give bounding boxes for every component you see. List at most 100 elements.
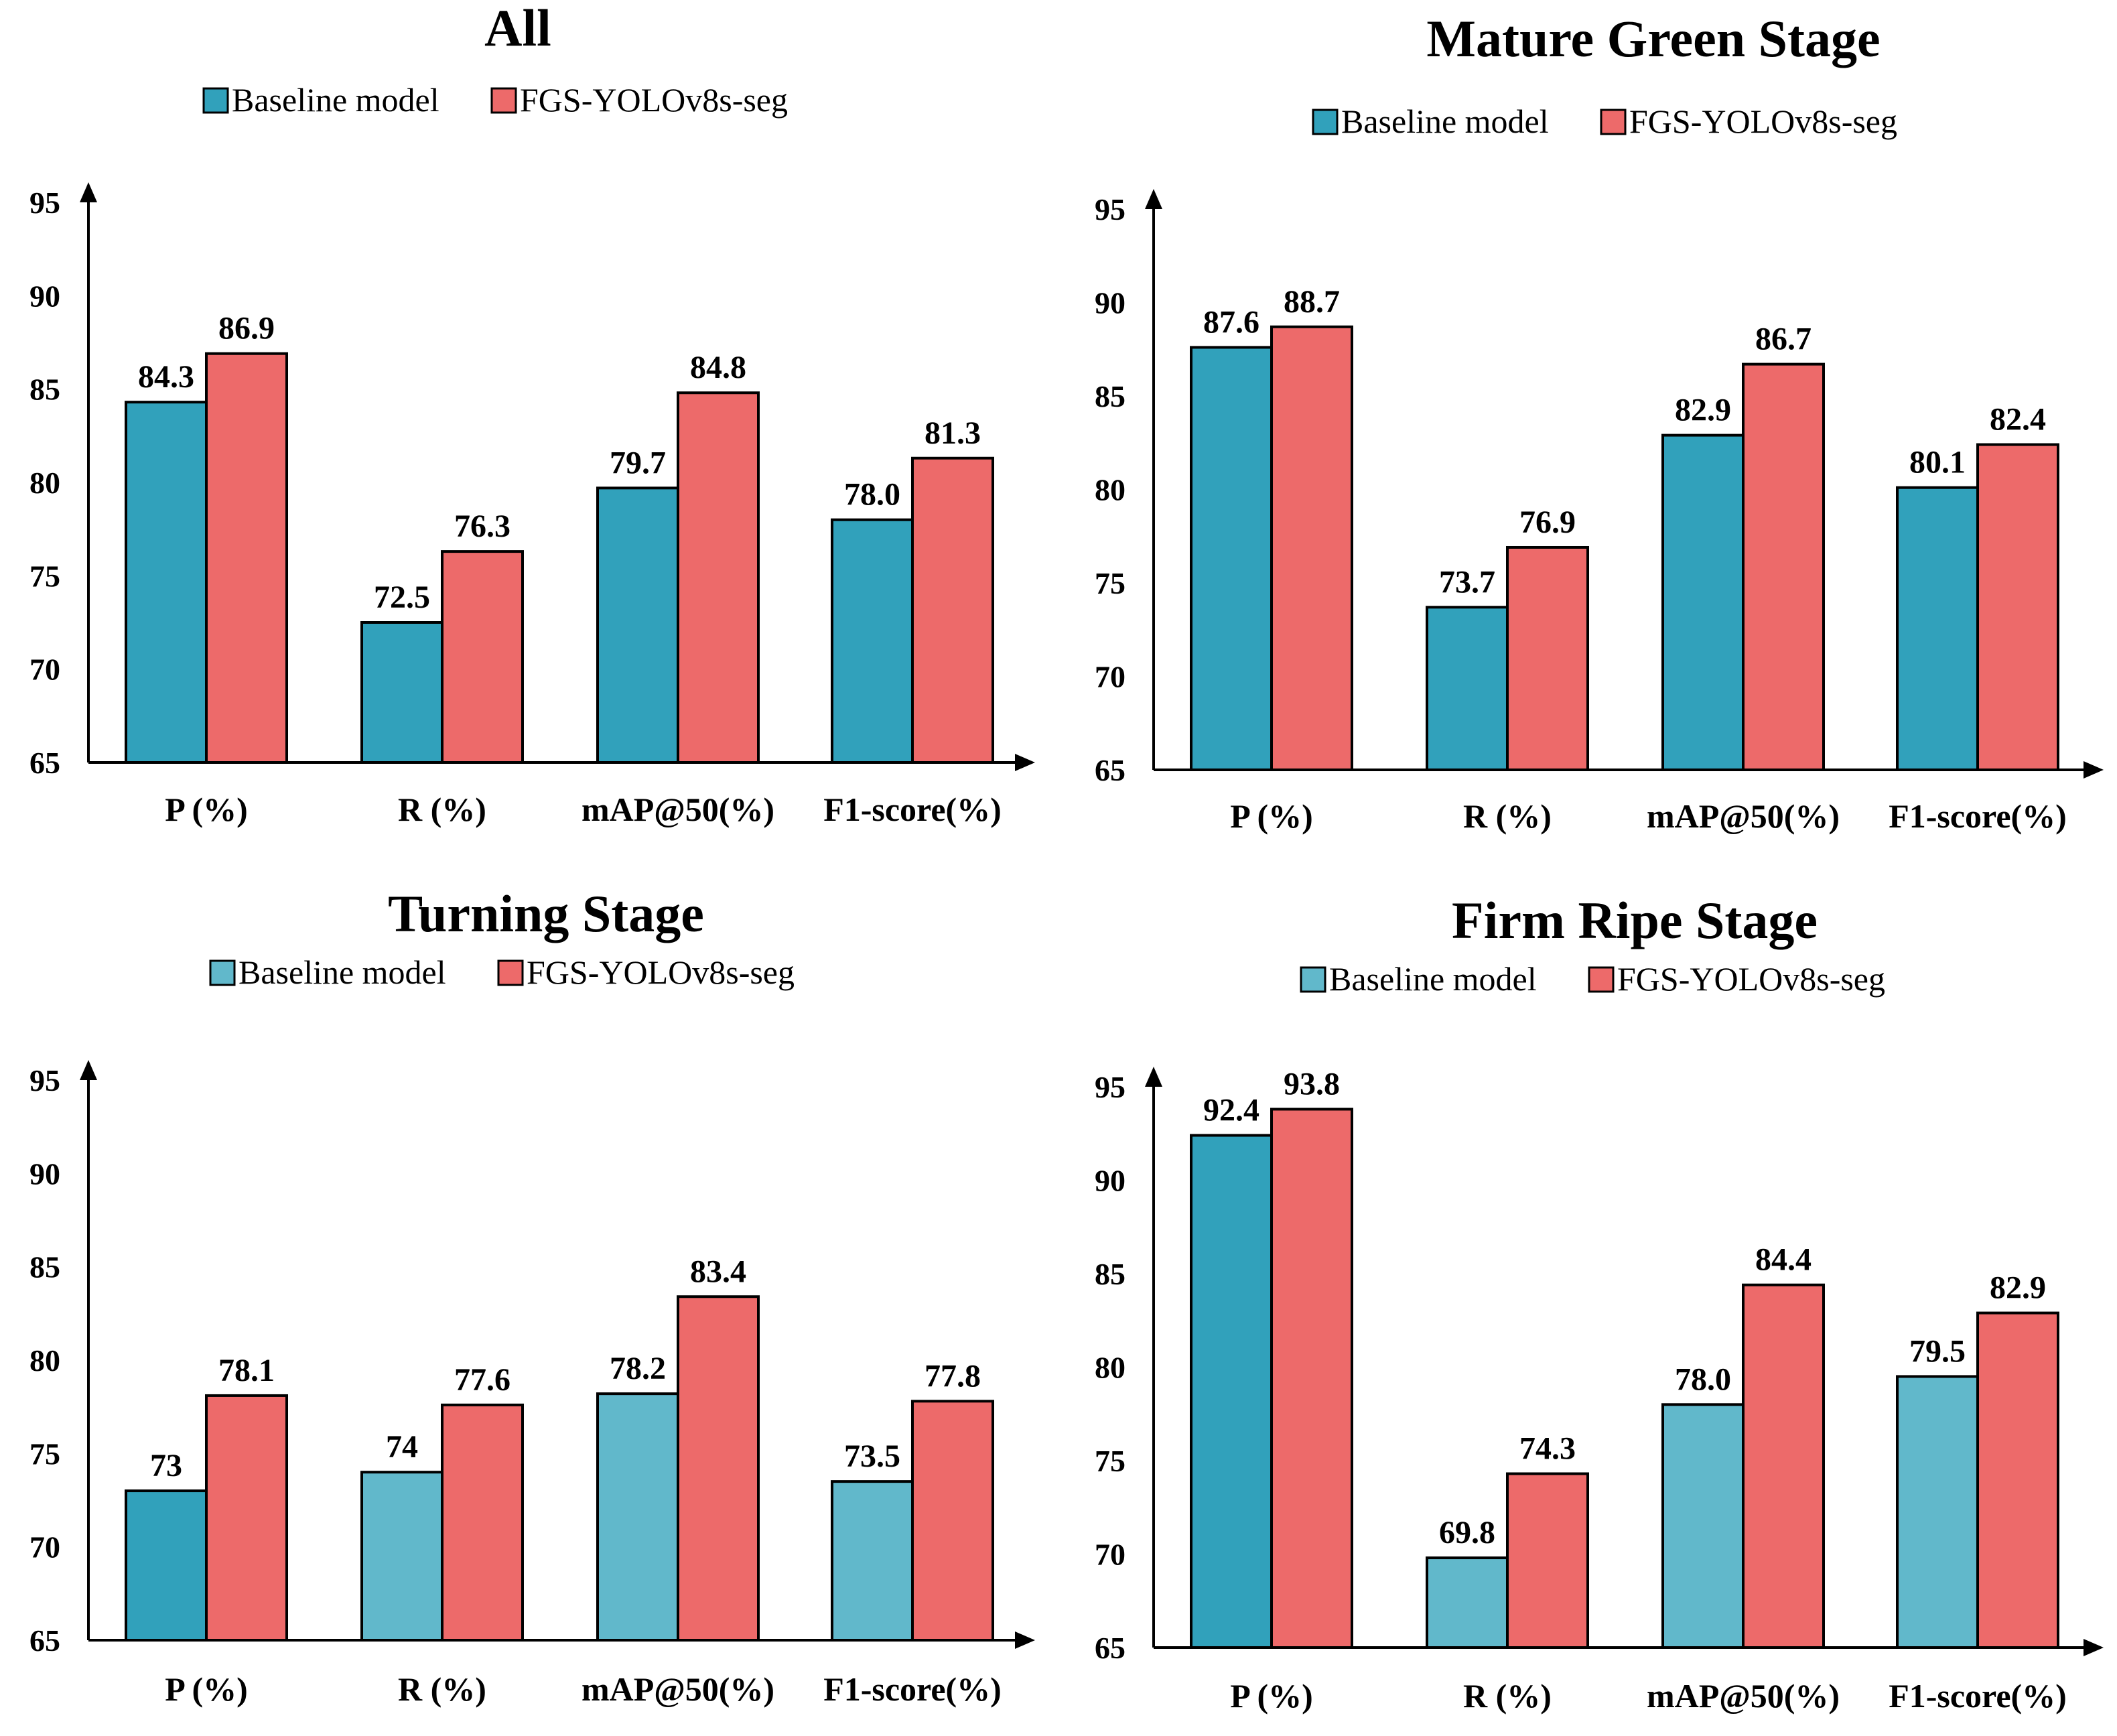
x-axis-arrow bbox=[2084, 1639, 2104, 1656]
data-label: 73.7 bbox=[1439, 564, 1495, 600]
bar-baseline-2 bbox=[1661, 1403, 1745, 1650]
y-tick-label: 90 bbox=[29, 279, 60, 313]
data-label: 82.9 bbox=[1675, 393, 1731, 428]
bar-baseline-1 bbox=[1426, 1556, 1509, 1650]
data-label: 83.4 bbox=[690, 1254, 746, 1289]
legend-label-fgs: FGS-YOLOv8s-seg bbox=[527, 953, 795, 991]
x-tick-label: F1-score(%) bbox=[1889, 797, 2067, 835]
data-label: 81.3 bbox=[925, 415, 981, 451]
bar-fgs-1 bbox=[441, 550, 524, 764]
chart-title: All bbox=[484, 0, 551, 57]
x-tick-label: F1-score(%) bbox=[823, 1670, 1002, 1708]
bar-baseline-0 bbox=[125, 1489, 208, 1642]
y-tick-label: 95 bbox=[29, 186, 60, 220]
x-tick-label: P (%) bbox=[165, 1670, 248, 1708]
bar-baseline-1 bbox=[1426, 606, 1509, 772]
x-tick-label: R (%) bbox=[398, 791, 486, 828]
y-tick-label: 85 bbox=[29, 1250, 60, 1284]
legend-label-fgs: FGS-YOLOv8s-seg bbox=[520, 81, 788, 119]
data-label: 82.4 bbox=[1990, 402, 2046, 438]
data-label: 76.9 bbox=[1519, 505, 1576, 540]
bar-baseline-3 bbox=[831, 1480, 914, 1642]
data-label: 78.0 bbox=[1675, 1361, 1731, 1397]
bar-baseline-0 bbox=[1190, 1134, 1273, 1650]
y-tick-label: 75 bbox=[1095, 566, 1125, 600]
x-tick-label: F1-score(%) bbox=[1889, 1677, 2067, 1715]
legend-label-fgs: FGS-YOLOv8s-seg bbox=[1617, 960, 1885, 998]
data-label: 74 bbox=[386, 1429, 418, 1465]
y-tick-label: 95 bbox=[29, 1063, 60, 1097]
y-tick-label: 90 bbox=[1095, 286, 1125, 320]
bar-baseline-2 bbox=[596, 486, 679, 764]
bar-baseline-3 bbox=[1896, 486, 1979, 772]
x-tick-label: mAP@50(%) bbox=[582, 791, 774, 828]
data-label: 86.7 bbox=[1755, 322, 1812, 357]
y-axis-arrow bbox=[1145, 1067, 1162, 1087]
bar-fgs-0 bbox=[205, 1394, 288, 1642]
y-tick-label: 90 bbox=[29, 1156, 60, 1191]
x-tick-label: mAP@50(%) bbox=[1647, 1677, 1840, 1715]
bar-fgs-3 bbox=[911, 1400, 994, 1642]
y-tick-label: 90 bbox=[1095, 1164, 1125, 1198]
legend-swatch-fgs bbox=[1600, 109, 1627, 135]
y-tick-label: 80 bbox=[29, 466, 60, 500]
y-tick-label: 65 bbox=[29, 746, 60, 780]
data-label: 84.3 bbox=[138, 359, 194, 395]
chart-title: Firm Ripe Stage bbox=[1452, 891, 1818, 949]
y-tick-label: 70 bbox=[1095, 1538, 1125, 1572]
bar-fgs-0 bbox=[1270, 325, 1353, 771]
data-label: 77.6 bbox=[454, 1362, 510, 1398]
bar-fgs-2 bbox=[677, 391, 760, 764]
legend-swatch-baseline bbox=[202, 87, 229, 114]
bar-fgs-1 bbox=[1506, 545, 1589, 771]
bar-fgs-0 bbox=[1270, 1108, 1353, 1649]
bar-fgs-1 bbox=[441, 1403, 524, 1642]
y-tick-label: 70 bbox=[29, 1530, 60, 1564]
legend-swatch-fgs bbox=[490, 87, 517, 114]
data-label: 77.8 bbox=[925, 1358, 981, 1394]
x-tick-label: mAP@50(%) bbox=[1647, 797, 1840, 835]
y-tick-label: 70 bbox=[1095, 660, 1125, 694]
x-tick-label: P (%) bbox=[1230, 1677, 1313, 1715]
data-label: 79.5 bbox=[1909, 1333, 1966, 1369]
bar-fgs-3 bbox=[1976, 443, 2059, 771]
data-label: 78.1 bbox=[218, 1353, 275, 1388]
y-tick-label: 80 bbox=[1095, 1351, 1125, 1385]
data-label: 79.7 bbox=[610, 445, 666, 480]
y-tick-label: 75 bbox=[1095, 1444, 1125, 1478]
data-label: 73.5 bbox=[844, 1439, 900, 1474]
y-tick-label: 95 bbox=[1095, 192, 1125, 226]
bar-fgs-3 bbox=[1976, 1311, 2059, 1649]
y-tick-label: 75 bbox=[29, 1437, 60, 1471]
chart-panel-1: All Baseline model FGS-YOLOv8s-seg 84.3 86.9… bbox=[29, 0, 1035, 828]
legend-label-fgs: FGS-YOLOv8s-seg bbox=[1629, 103, 1897, 140]
legend-label-baseline: Baseline model bbox=[238, 953, 446, 991]
bar-fgs-0 bbox=[205, 352, 288, 764]
legend-label-baseline: Baseline model bbox=[1329, 960, 1537, 998]
y-tick-label: 85 bbox=[1095, 1257, 1125, 1291]
legend-swatch-fgs bbox=[497, 959, 524, 986]
y-axis-arrow bbox=[80, 1060, 97, 1080]
data-label: 92.4 bbox=[1203, 1093, 1259, 1128]
chart-title: Mature Green Stage bbox=[1426, 9, 1880, 68]
x-tick-label: R (%) bbox=[1463, 797, 1552, 835]
data-label: 84.4 bbox=[1755, 1242, 1812, 1278]
bar-fgs-2 bbox=[1742, 362, 1825, 771]
bar-fgs-3 bbox=[911, 456, 994, 764]
y-tick-label: 65 bbox=[1095, 1631, 1125, 1665]
y-tick-label: 95 bbox=[1095, 1070, 1125, 1104]
data-label: 73 bbox=[150, 1448, 182, 1483]
data-label: 93.8 bbox=[1284, 1066, 1340, 1101]
legend-swatch-fgs bbox=[1588, 966, 1615, 993]
y-tick-label: 80 bbox=[29, 1343, 60, 1378]
bar-baseline-0 bbox=[1190, 346, 1273, 771]
chart-title: Turning Stage bbox=[388, 884, 704, 943]
bar-fgs-2 bbox=[677, 1295, 760, 1642]
data-label: 86.9 bbox=[218, 311, 275, 346]
data-label: 84.8 bbox=[690, 350, 746, 385]
legend-swatch-baseline bbox=[209, 959, 236, 986]
x-tick-label: R (%) bbox=[398, 1670, 486, 1708]
chart-panel-4: Firm Ripe Stage Baseline model FGS-YOLOv8s… bbox=[1095, 891, 2104, 1715]
legend-swatch-baseline bbox=[1300, 966, 1326, 993]
